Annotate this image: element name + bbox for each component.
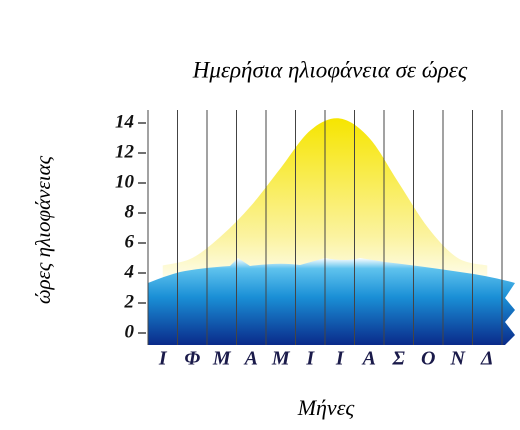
x-tick-label: Δ [480,348,494,370]
y-tick-label: 14 [115,111,134,132]
x-axis-label: Μήνες [297,395,356,420]
x-tick-label: Ι [158,348,168,370]
x-tick-label: Ι [335,348,345,370]
y-tick-label: 8 [125,201,135,222]
x-tick-label: Φ [184,348,200,370]
x-tick-label: Ι [305,348,315,370]
x-tick-label: Α [243,348,258,370]
x-tick-label: Μ [212,348,232,370]
x-tick-label: Σ [392,348,406,370]
chart-title: Ημερήσια ηλιοφάνεια σε ώρες [192,57,468,82]
y-tick-label: 12 [115,141,135,162]
y-axis-label: ώρες ηλιοφάνειας [31,155,55,304]
y-tick-label: 4 [124,261,135,282]
y-tick-label: 10 [115,171,135,192]
y-tick-label: 0 [125,321,135,342]
x-tick-label: Μ [271,348,291,370]
x-tick-label: Ο [421,348,435,370]
chart: Ημερήσια ηλιοφάνεια σε ώρες ώρες ηλιοφάν… [0,0,520,430]
x-tick-label: Α [361,348,376,370]
x-tick-label: Ν [450,348,467,370]
y-tick-label: 2 [124,291,135,312]
y-tick-label: 6 [125,231,135,252]
